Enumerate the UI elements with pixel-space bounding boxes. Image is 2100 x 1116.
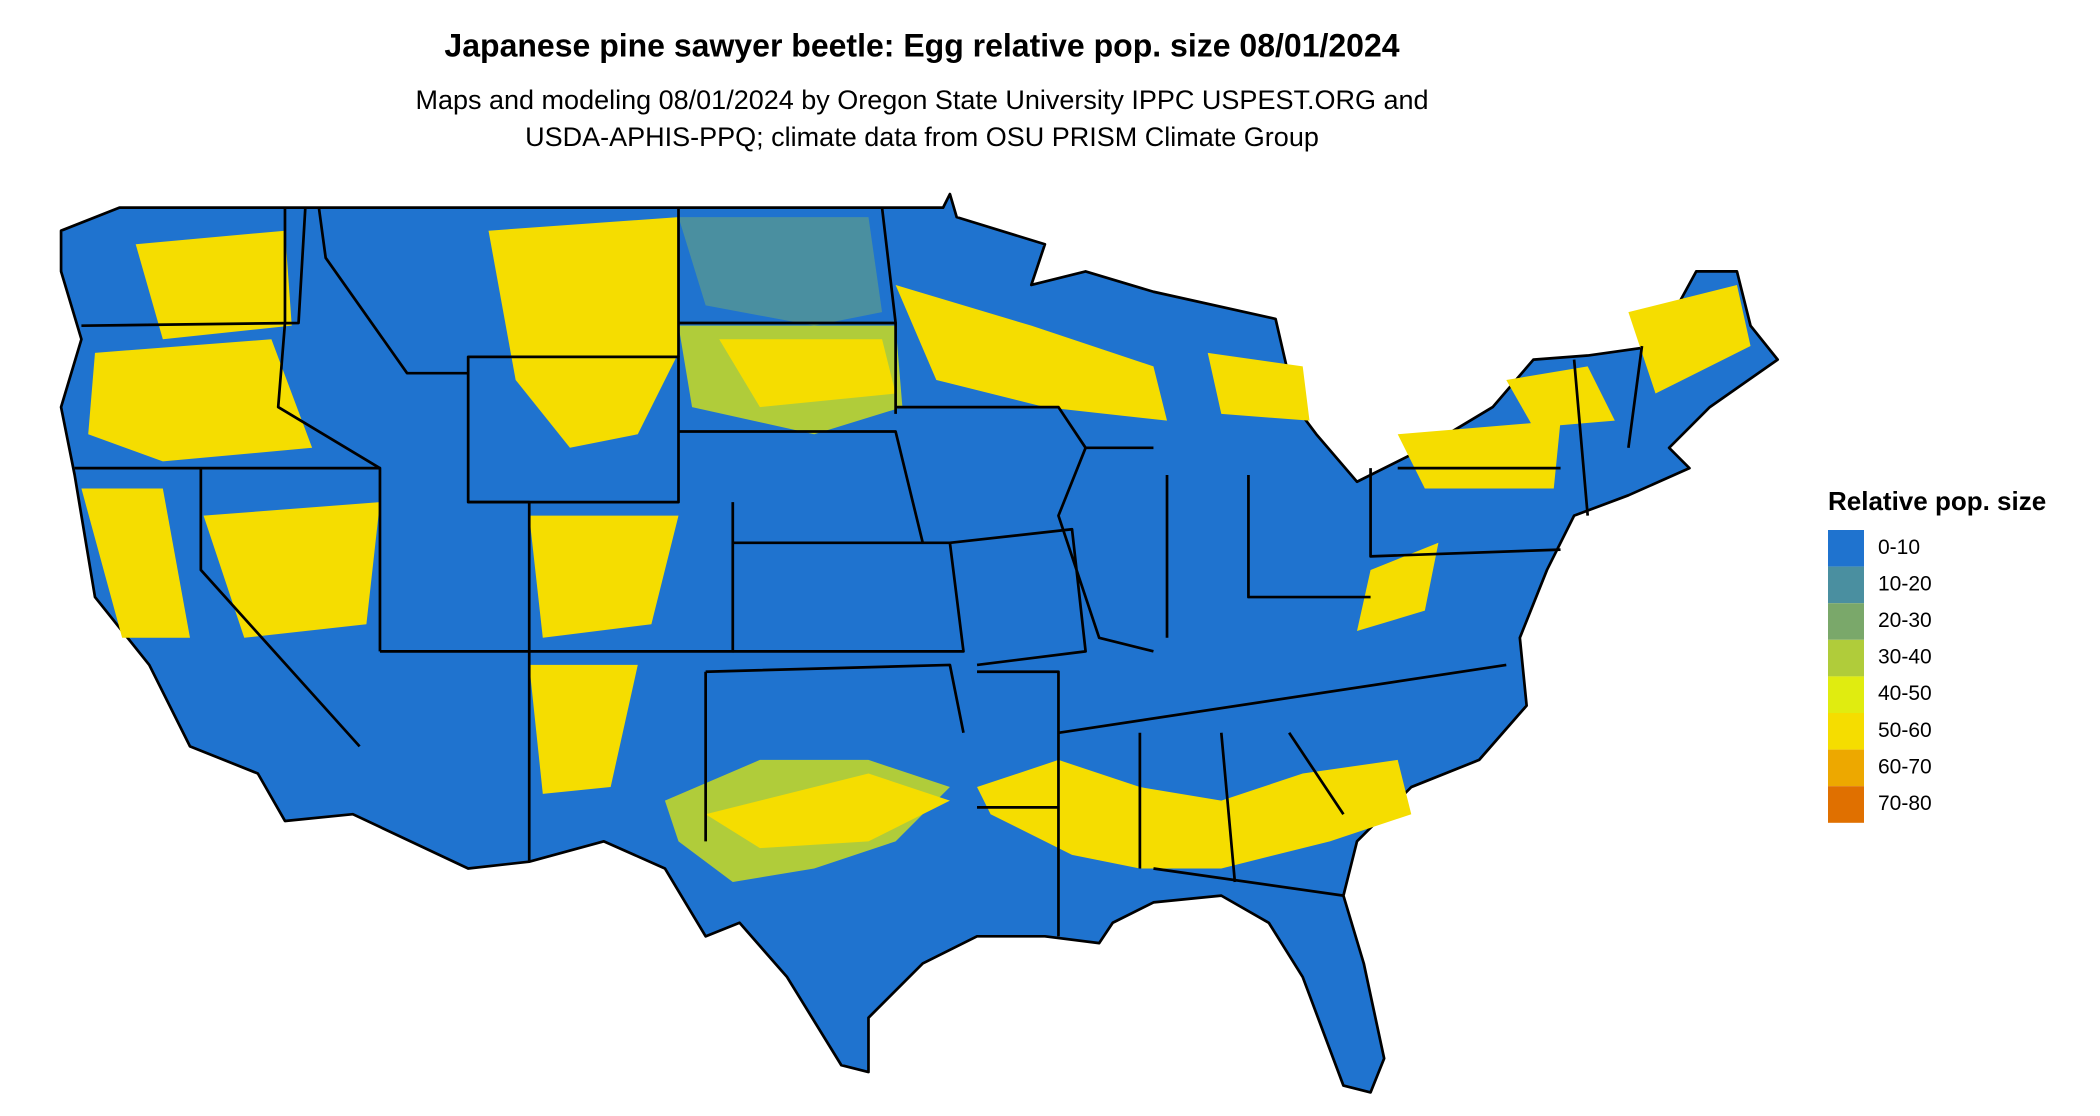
legend-label: 30-40 (1878, 646, 1932, 669)
legend-label: 20-30 (1878, 609, 1932, 632)
us-map (59, 192, 1780, 1094)
legend-label: 60-70 (1878, 755, 1932, 778)
legend-swatch (1828, 749, 1864, 787)
subtitle: USDA-APHIS-PPQ; climate data from OSU PR… (525, 122, 1319, 152)
legend-swatch (1828, 566, 1864, 604)
title: Japanese pine sawyer beetle: Egg relativ… (444, 27, 1399, 63)
legend: 0-10 10-20 20-30 30-40 40-50 50-60 60-70 70-80 (1828, 530, 1932, 823)
legend-swatch (1828, 639, 1864, 677)
legend-swatch (1828, 603, 1864, 640)
legend-label: 40-50 (1878, 682, 1932, 705)
legend-swatch (1828, 713, 1864, 750)
state-borders (74, 207, 1644, 937)
suitability-patches (81, 217, 1751, 883)
legend-label: 70-80 (1878, 792, 1932, 815)
legend-label: 0-10 (1878, 536, 1920, 559)
us-outline (59, 192, 1780, 1094)
legend-label: 10-20 (1878, 572, 1932, 595)
legend-swatch (1828, 530, 1864, 567)
legend-label: 50-60 (1878, 719, 1932, 742)
legend-swatch (1828, 676, 1864, 713)
legend-swatch (1828, 786, 1864, 823)
subtitle: Maps and modeling 08/01/2024 by Oregon S… (415, 85, 1428, 115)
legend-title: Relative pop. size (1828, 486, 2046, 516)
